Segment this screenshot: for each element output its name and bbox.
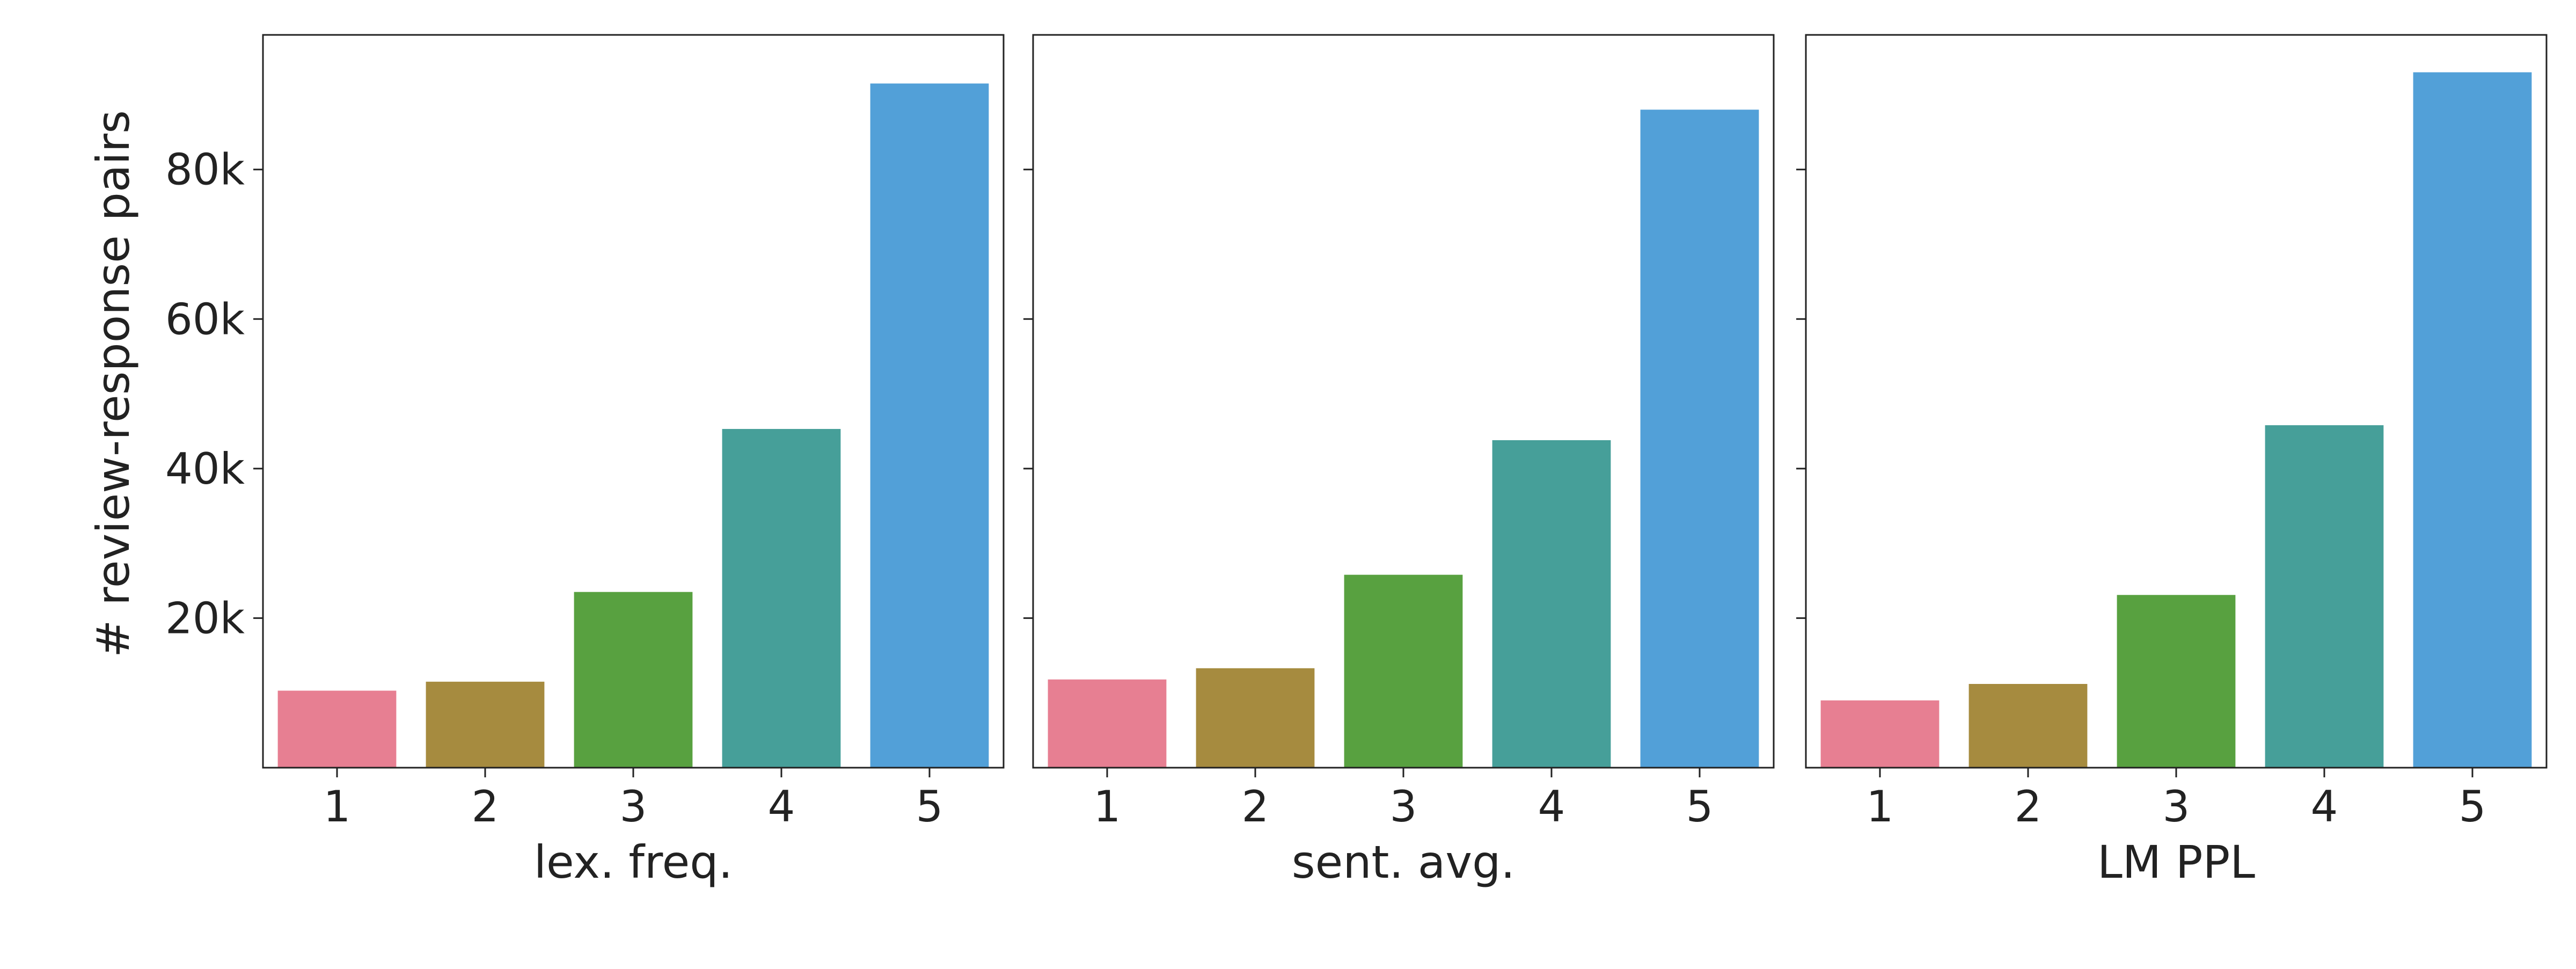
bar-3-1 <box>1820 700 1940 768</box>
bar-1-4 <box>722 429 841 768</box>
y-tick-label: 40k <box>165 444 245 494</box>
x-tick-label: 5 <box>916 782 943 832</box>
x-tick-label: 4 <box>768 782 795 832</box>
bar-2-5 <box>1640 110 1759 768</box>
y-axis-label: # review-response pairs <box>87 110 140 658</box>
bar-1-2 <box>426 681 545 768</box>
x-tick-label: 3 <box>620 782 647 832</box>
panel-3-x-axis-label: LM PPL <box>2097 836 2255 888</box>
bar-1-5 <box>870 83 989 768</box>
x-tick-label: 1 <box>324 782 351 832</box>
x-tick-label: 2 <box>1242 782 1269 832</box>
x-tick-label: 1 <box>1094 782 1121 832</box>
panel-2-x-axis-label: sent. avg. <box>1292 836 1515 888</box>
bar-2-1 <box>1048 679 1167 768</box>
x-tick-label: 3 <box>2163 782 2190 832</box>
bar-3-5 <box>2413 72 2532 768</box>
bar-2-4 <box>1492 440 1611 768</box>
x-tick-label: 5 <box>1686 782 1714 832</box>
x-tick-label: 2 <box>2015 782 2042 832</box>
x-tick-label: 4 <box>2311 782 2338 832</box>
x-tick-label: 1 <box>1867 782 1894 832</box>
y-tick-label: 60k <box>165 294 245 344</box>
x-tick-label: 4 <box>1538 782 1565 832</box>
panel-1-x-axis-label: lex. freq. <box>534 836 733 888</box>
x-tick-label: 5 <box>2459 782 2486 832</box>
bar-2-2 <box>1196 668 1315 768</box>
bar-2-3 <box>1344 574 1463 768</box>
y-tick-label: 20k <box>165 593 245 643</box>
bar-3-4 <box>2265 425 2384 768</box>
bar-1-3 <box>574 592 693 768</box>
y-tick-label: 80k <box>165 145 245 195</box>
x-tick-label: 3 <box>1390 782 1417 832</box>
bar-1-1 <box>277 690 397 768</box>
bar-3-2 <box>1968 684 2088 768</box>
x-tick-label: 2 <box>472 782 499 832</box>
bar-3-3 <box>2117 595 2236 768</box>
